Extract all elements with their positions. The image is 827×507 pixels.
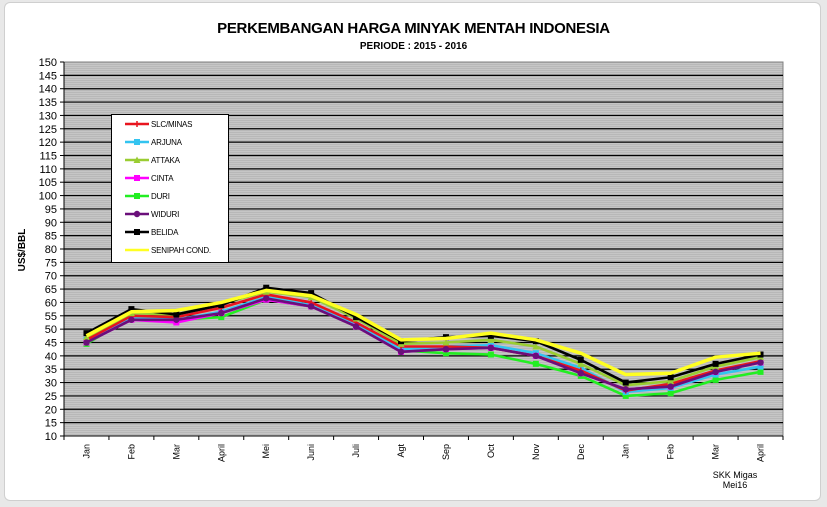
x-tick-label: April <box>216 444 226 462</box>
y-tick-label: 95 <box>45 204 57 216</box>
legend-item: SLC/MINAS <box>112 118 228 130</box>
y-tick-label: 45 <box>45 338 57 350</box>
y-tick-label: 30 <box>45 378 57 390</box>
x-tick-label: Juli <box>351 444 361 458</box>
x-tick-label: Mar <box>711 444 721 460</box>
x-tick-label: Oct <box>486 444 496 459</box>
x-tick-label: April <box>756 444 766 462</box>
y-tick-label: 15 <box>45 418 57 430</box>
legend-swatch-icon <box>125 121 149 127</box>
x-tick-label: Jan <box>81 444 91 459</box>
legend-item: BELIDA <box>112 226 228 238</box>
y-tick-label: 145 <box>39 70 57 82</box>
y-tick-label: 80 <box>45 244 57 256</box>
series-senipah-cond <box>85 288 761 377</box>
y-tick-label: 115 <box>39 151 57 163</box>
y-tick-label: 135 <box>39 97 57 109</box>
y-tick-label: 50 <box>45 324 57 336</box>
y-tick-label: 35 <box>45 364 57 376</box>
legend-label: CINTA <box>151 173 174 183</box>
y-tick-label: 140 <box>39 84 57 96</box>
legend-label: DURI <box>151 191 170 201</box>
legend-label: WIDURI <box>151 209 180 219</box>
legend-swatch-icon <box>125 210 149 218</box>
x-tick-label: Agt <box>396 444 406 458</box>
y-tick-label: 20 <box>45 404 57 416</box>
source-note-line1: SKK Migas <box>712 470 758 480</box>
x-tick-label: Feb <box>666 444 676 460</box>
legend-swatch-icon <box>125 175 149 181</box>
y-tick-label: 10 <box>45 431 57 443</box>
legend-label: BELIDA <box>151 227 179 237</box>
legend-label: ATTAKA <box>151 155 180 165</box>
legend-item: CINTA <box>112 172 228 184</box>
y-tick-label: 70 <box>45 271 57 283</box>
chart-subtitle: PERIODE : 2015 - 2016 <box>359 41 468 52</box>
legend-label: ARJUNA <box>151 137 182 147</box>
y-tick-label: 150 <box>39 57 57 69</box>
x-tick-label: Nov <box>531 444 541 461</box>
y-tick-label: 125 <box>39 124 57 136</box>
y-tick-label: 120 <box>39 137 57 149</box>
y-axis-title: US$/BBL <box>17 229 28 272</box>
y-tick-label: 130 <box>39 110 57 122</box>
y-tick-label: 100 <box>39 191 57 203</box>
y-tick-label: 40 <box>45 351 57 363</box>
legend-item: SENIPAH COND. <box>112 244 228 256</box>
legend-item: ATTAKA <box>112 154 228 166</box>
x-tick-label: Dec <box>576 444 586 461</box>
y-tick-label: 60 <box>45 297 57 309</box>
legend-item: ARJUNA <box>112 136 228 148</box>
y-tick-label: 110 <box>39 164 57 176</box>
y-tick-label: 65 <box>45 284 57 296</box>
y-tick-label: 75 <box>45 257 57 269</box>
x-tick-label: Juni <box>306 444 316 461</box>
y-tick-label: 90 <box>45 217 57 229</box>
x-tick-label: Mar <box>171 444 181 460</box>
x-tick-label: Mei <box>261 444 271 459</box>
y-tick-label: 25 <box>45 391 57 403</box>
x-tick-label: Jan <box>621 444 631 459</box>
series-widuri <box>83 295 764 393</box>
source-note: SKK Migas Mei16 <box>700 470 770 490</box>
legend-item: WIDURI <box>112 208 228 220</box>
legend-swatch-icon <box>125 229 149 235</box>
chart-title: PERKEMBANGAN HARGA MINYAK MENTAH INDONES… <box>217 20 610 37</box>
legend: SLC/MINAS ARJUNA ATTAKA CINTA DURI WIDURI BELI… <box>111 114 229 263</box>
x-tick-label: Sep <box>441 444 451 460</box>
legend-label: SENIPAH COND. <box>151 245 211 255</box>
x-axis: Jan Feb Mar April Mei Juni Juli Agt Sep Oct Nov Dec… <box>63 435 784 462</box>
y-tick-label: 105 <box>39 177 57 189</box>
legend-item: DURI <box>112 190 228 202</box>
legend-swatch-icon <box>125 139 149 145</box>
legend-label: SLC/MINAS <box>151 119 193 129</box>
legend-swatch-icon <box>125 193 149 199</box>
x-tick-label: Feb <box>126 444 136 460</box>
y-tick-label: 85 <box>45 231 57 243</box>
legend-swatch-icon <box>125 156 149 163</box>
y-tick-label: 55 <box>45 311 57 323</box>
series-lines <box>82 284 765 399</box>
source-note-line2: Mei16 <box>722 480 748 490</box>
legend-swatch-icon <box>125 248 149 252</box>
